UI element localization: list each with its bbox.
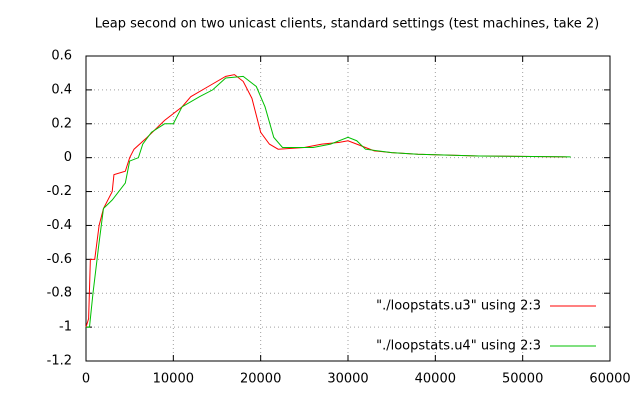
plot-frame xyxy=(85,55,611,362)
data-line xyxy=(85,74,567,328)
x-tick-label: 40000 xyxy=(415,372,456,387)
chart-title: Leap second on two unicast clients, stan… xyxy=(95,17,599,32)
y-tick-label: -0.2 xyxy=(47,184,72,199)
data-line xyxy=(86,75,571,328)
x-tick-label: 20000 xyxy=(240,372,281,387)
y-tick-label: 0.6 xyxy=(51,49,72,64)
y-tick-label: -0.6 xyxy=(47,252,72,267)
legend-label: "./loopstats.u3" using 2:3 xyxy=(376,299,541,314)
x-tick-label: 50000 xyxy=(502,372,543,387)
y-tick-label: 0.2 xyxy=(51,116,72,131)
legend-label: "./loopstats.u4" using 2:3 xyxy=(376,339,541,354)
y-tick-label: -1 xyxy=(59,320,72,335)
y-tick-label: 0.4 xyxy=(51,82,72,97)
x-tick-label: 30000 xyxy=(327,372,368,387)
y-tick-label: 0 xyxy=(64,150,72,165)
y-tick-label: -0.8 xyxy=(47,286,72,301)
y-tick-label: -0.4 xyxy=(47,218,72,233)
y-tick-label: -1.2 xyxy=(47,354,72,369)
x-tick-label: 0 xyxy=(82,372,90,387)
x-tick-label: 10000 xyxy=(153,372,194,387)
x-tick-label: 60000 xyxy=(589,372,630,387)
